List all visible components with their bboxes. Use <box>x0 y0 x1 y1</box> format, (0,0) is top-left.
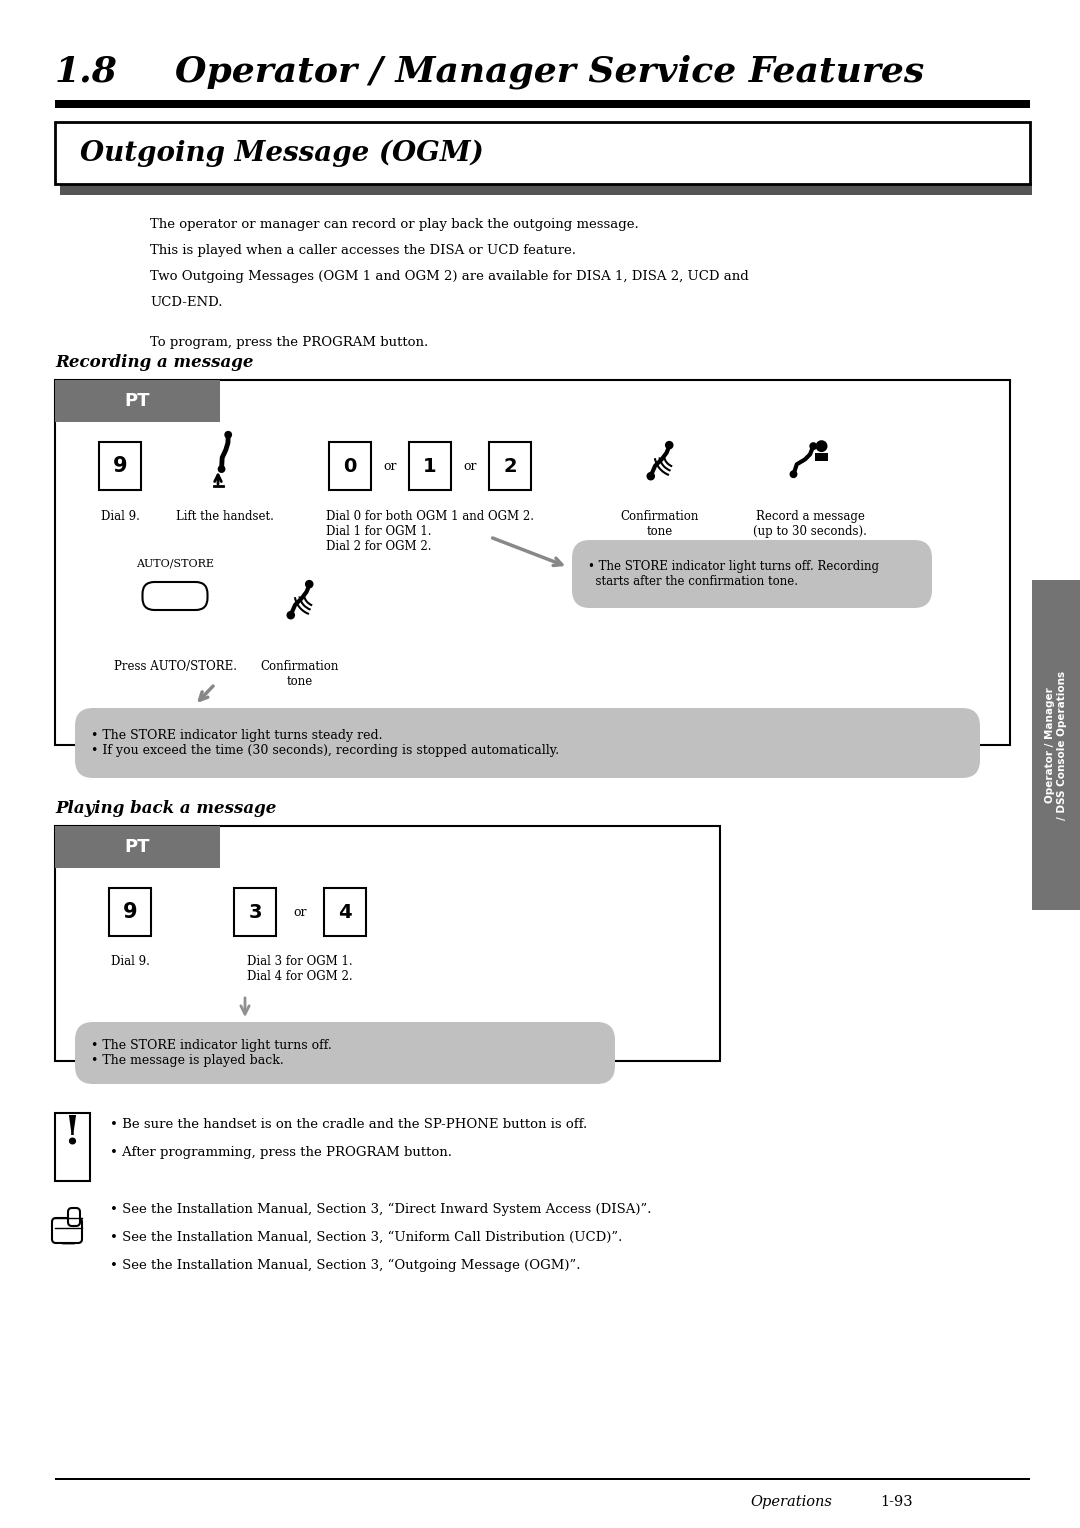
Text: !: ! <box>64 1114 81 1152</box>
Text: 9: 9 <box>123 902 137 921</box>
Circle shape <box>789 471 797 478</box>
Text: The operator or manager can record or play back the outgoing message.: The operator or manager can record or pl… <box>150 219 638 231</box>
Text: Playing back a message: Playing back a message <box>55 801 276 817</box>
FancyBboxPatch shape <box>55 122 1030 183</box>
Text: • The STORE indicator light turns steady red.
• If you exceed the time (30 secon: • The STORE indicator light turns steady… <box>91 729 559 756</box>
Text: 📋: 📋 <box>60 1221 76 1245</box>
Circle shape <box>286 611 295 619</box>
Text: or: or <box>383 460 396 472</box>
Text: UCD-END.: UCD-END. <box>150 296 222 309</box>
Text: Operations: Operations <box>750 1494 832 1510</box>
Text: Press AUTO/STORE.: Press AUTO/STORE. <box>113 660 237 672</box>
FancyBboxPatch shape <box>68 1209 80 1225</box>
FancyBboxPatch shape <box>52 1218 82 1242</box>
FancyBboxPatch shape <box>55 1478 1030 1481</box>
Text: Confirmation
tone: Confirmation tone <box>621 510 699 538</box>
Text: Dial 9.: Dial 9. <box>110 955 149 969</box>
FancyBboxPatch shape <box>109 888 151 937</box>
Text: • Be sure the handset is on the cradle and the SP-PHONE button is off.: • Be sure the handset is on the cradle a… <box>110 1118 588 1131</box>
Circle shape <box>305 579 313 588</box>
Text: To program, press the PROGRAM button.: To program, press the PROGRAM button. <box>150 336 429 348</box>
Circle shape <box>218 465 226 474</box>
Text: • The STORE indicator light turns off. Recording
  starts after the confirmation: • The STORE indicator light turns off. R… <box>588 559 879 588</box>
FancyBboxPatch shape <box>55 827 720 1060</box>
FancyBboxPatch shape <box>60 183 1032 196</box>
Text: 9: 9 <box>112 455 127 477</box>
FancyBboxPatch shape <box>99 442 141 490</box>
Circle shape <box>809 442 818 451</box>
Text: Record a message
(up to 30 seconds).: Record a message (up to 30 seconds). <box>753 510 867 538</box>
Circle shape <box>225 431 232 439</box>
FancyBboxPatch shape <box>1032 581 1080 911</box>
FancyBboxPatch shape <box>75 1022 615 1083</box>
FancyBboxPatch shape <box>572 539 932 608</box>
Text: • See the Installation Manual, Section 3, “Uniform Call Distribution (UCD)”.: • See the Installation Manual, Section 3… <box>110 1232 622 1244</box>
FancyBboxPatch shape <box>489 442 531 490</box>
FancyBboxPatch shape <box>143 582 207 610</box>
Text: AUTO/STORE: AUTO/STORE <box>136 558 214 568</box>
FancyBboxPatch shape <box>55 380 1010 746</box>
FancyBboxPatch shape <box>409 442 451 490</box>
Text: 4: 4 <box>338 903 352 921</box>
FancyBboxPatch shape <box>324 888 366 937</box>
Text: 2: 2 <box>503 457 517 475</box>
Circle shape <box>665 442 674 449</box>
Text: PT: PT <box>124 837 150 856</box>
FancyBboxPatch shape <box>55 380 220 422</box>
Text: Lift the handset.: Lift the handset. <box>176 510 274 523</box>
FancyBboxPatch shape <box>815 452 828 461</box>
Text: or: or <box>463 460 476 472</box>
Text: • See the Installation Manual, Section 3, “Outgoing Message (OGM)”.: • See the Installation Manual, Section 3… <box>110 1259 581 1273</box>
Text: • The STORE indicator light turns off.
• The message is played back.: • The STORE indicator light turns off. •… <box>91 1039 332 1067</box>
FancyBboxPatch shape <box>55 1112 90 1181</box>
Text: Dial 3 for OGM 1.
Dial 4 for OGM 2.: Dial 3 for OGM 1. Dial 4 for OGM 2. <box>247 955 353 983</box>
Text: 0: 0 <box>343 457 356 475</box>
Text: Outgoing Message (OGM): Outgoing Message (OGM) <box>80 139 484 167</box>
Text: Operator / Manager
/ DSS Console Operations: Operator / Manager / DSS Console Operati… <box>1045 671 1067 819</box>
Text: or: or <box>294 906 307 918</box>
FancyBboxPatch shape <box>234 888 276 937</box>
FancyBboxPatch shape <box>75 707 980 778</box>
Circle shape <box>815 440 827 452</box>
Text: • After programming, press the PROGRAM button.: • After programming, press the PROGRAM b… <box>110 1146 453 1160</box>
Text: This is played when a caller accesses the DISA or UCD feature.: This is played when a caller accesses th… <box>150 244 576 257</box>
Text: Recording a message: Recording a message <box>55 354 254 371</box>
FancyBboxPatch shape <box>329 442 372 490</box>
Text: PT: PT <box>124 393 150 410</box>
Text: Operator / Manager Service Features: Operator / Manager Service Features <box>175 55 924 89</box>
Circle shape <box>647 472 656 480</box>
Text: 3: 3 <box>248 903 261 921</box>
Text: 1: 1 <box>423 457 436 475</box>
FancyBboxPatch shape <box>55 827 220 868</box>
Text: 1-93: 1-93 <box>880 1494 913 1510</box>
Text: • See the Installation Manual, Section 3, “Direct Inward System Access (DISA)”.: • See the Installation Manual, Section 3… <box>110 1203 651 1216</box>
Text: 1.8: 1.8 <box>55 55 118 89</box>
Text: Dial 9.: Dial 9. <box>100 510 139 523</box>
Text: Confirmation
tone: Confirmation tone <box>260 660 339 688</box>
Text: Dial 0 for both OGM 1 and OGM 2.
Dial 1 for OGM 1.
Dial 2 for OGM 2.: Dial 0 for both OGM 1 and OGM 2. Dial 1 … <box>326 510 534 553</box>
FancyBboxPatch shape <box>55 99 1030 108</box>
Text: Two Outgoing Messages (OGM 1 and OGM 2) are available for DISA 1, DISA 2, UCD an: Two Outgoing Messages (OGM 1 and OGM 2) … <box>150 270 748 283</box>
